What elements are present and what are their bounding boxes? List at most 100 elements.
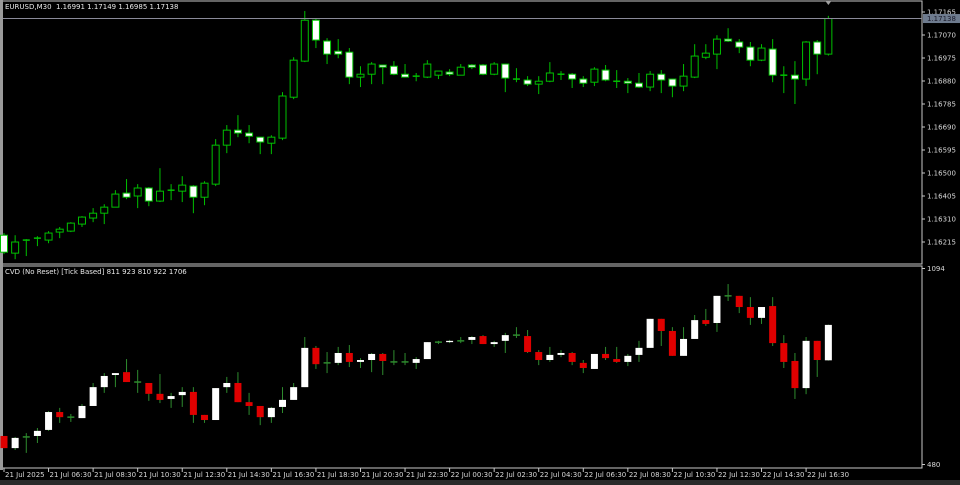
cvd-candle	[479, 335, 487, 345]
candle-body	[389, 65, 398, 75]
price-label: 1.16405	[927, 193, 956, 201]
price-candle	[712, 35, 721, 70]
time-label: 22 Jul 04:30	[540, 471, 582, 479]
candle-body	[0, 234, 8, 253]
cvd-candle	[323, 352, 331, 374]
price-candle	[423, 60, 432, 79]
candle-body	[300, 19, 309, 62]
candle-body	[490, 342, 498, 345]
cvd-candle	[167, 392, 175, 408]
cvd-candle	[223, 376, 231, 393]
price-candle	[623, 78, 632, 94]
candle-body	[11, 241, 20, 254]
candle-body	[167, 396, 175, 399]
candle-body	[690, 55, 699, 78]
price-candle	[523, 76, 532, 87]
cvd-candle	[56, 407, 64, 423]
candle-body	[245, 402, 253, 406]
candle-body	[100, 206, 109, 214]
cvd-candle	[267, 406, 275, 423]
candle-body	[334, 352, 342, 363]
time-label: 21 Jul 22:30	[406, 471, 448, 479]
candle-body	[824, 18, 833, 55]
candle-body	[345, 352, 353, 362]
price-candle	[100, 204, 109, 225]
cvd-candle	[813, 340, 821, 377]
time-label: 22 Jul 12:30	[718, 471, 760, 479]
cvd-candle	[45, 411, 53, 431]
candle-body	[568, 352, 576, 362]
price-label: 1.16310	[927, 216, 956, 224]
candle-body	[479, 64, 488, 75]
candle-body	[668, 78, 677, 87]
cvd-candle	[557, 350, 565, 358]
cvd-candle	[111, 373, 119, 388]
cvd-candle	[100, 373, 108, 393]
candle-body	[189, 391, 197, 415]
price-candle	[601, 65, 610, 82]
price-candle	[412, 73, 420, 82]
price-candle	[479, 64, 488, 76]
price-candle	[757, 44, 766, 62]
candle-body	[434, 70, 443, 76]
cvd-candle	[824, 324, 832, 361]
symbol-header: EURUSD,M30 1.16991 1.17149 1.16985 1.171…	[5, 3, 178, 11]
candle-body	[602, 353, 610, 359]
candle-body	[613, 359, 621, 362]
price-candle	[657, 70, 666, 94]
price-candle	[256, 136, 265, 155]
candle-body	[45, 412, 53, 430]
cvd-candle	[301, 337, 309, 388]
candle-body	[56, 412, 64, 418]
price-candle	[189, 185, 198, 214]
cvd-candle	[123, 359, 131, 383]
price-candle	[501, 63, 510, 93]
price-candle	[155, 168, 164, 203]
current-price-label: 1.17138	[927, 15, 956, 23]
price-candle	[568, 73, 577, 89]
candle-body	[769, 306, 777, 344]
price-candle	[445, 69, 454, 77]
candle-body	[568, 73, 577, 80]
candle-body	[446, 340, 454, 343]
candle-body	[468, 337, 476, 340]
price-candle	[323, 38, 332, 65]
candle-body	[133, 187, 142, 197]
candle-body	[312, 347, 320, 365]
candle-body	[590, 68, 599, 83]
candle-body	[601, 69, 610, 81]
candle-body	[290, 387, 298, 400]
candle-body	[356, 360, 364, 362]
cvd-candle	[780, 335, 788, 368]
time-label: 21 Jul 12:30	[183, 471, 225, 479]
cvd-candle	[334, 346, 342, 366]
price-candle	[111, 190, 120, 208]
candle-body	[78, 405, 86, 419]
time-label: 21 Jul 08:30	[94, 471, 136, 479]
price-candle	[679, 64, 688, 92]
candle-body	[590, 353, 598, 369]
candle-body	[178, 184, 187, 192]
price-candle	[456, 64, 465, 76]
candle-body	[668, 330, 676, 356]
candle-body	[289, 59, 298, 98]
price-candle	[613, 70, 621, 89]
cvd-candle	[89, 382, 97, 406]
cvd-candle	[758, 307, 766, 324]
candle-body	[467, 64, 476, 68]
price-candle	[345, 48, 354, 85]
candle-body	[222, 129, 231, 146]
candle-body	[323, 40, 332, 55]
price-candle	[746, 42, 755, 67]
price-candle	[356, 66, 365, 88]
candle-body	[535, 352, 543, 361]
candle-body	[189, 185, 198, 198]
candle-body	[200, 182, 209, 198]
candle-body	[701, 52, 710, 58]
candle-body	[445, 71, 454, 75]
candle-body	[523, 79, 532, 85]
candle-body	[211, 144, 220, 185]
candle-body	[423, 342, 431, 360]
